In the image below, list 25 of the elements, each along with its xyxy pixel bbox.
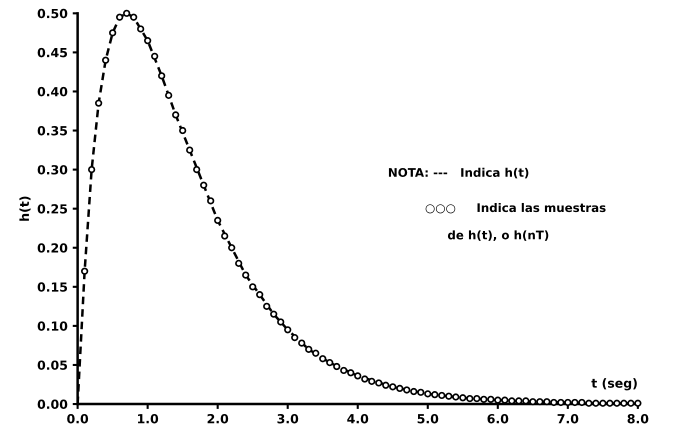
y-tick-label: 0.40 bbox=[38, 86, 68, 96]
x-axis-title: t (seg) bbox=[591, 378, 637, 390]
x-tick-label: 8.0 bbox=[628, 414, 648, 424]
y-tick-label: 0.20 bbox=[38, 243, 68, 253]
y-tick-label: 0.45 bbox=[38, 48, 68, 58]
y-tick-label: 0.50 bbox=[38, 8, 68, 18]
x-tick-label: 1.0 bbox=[138, 414, 158, 424]
y-tick-label: 0.25 bbox=[38, 204, 68, 214]
annotation: de h(t), o h(nT) bbox=[448, 230, 548, 241]
y-tick-label: 0.05 bbox=[38, 360, 68, 370]
y-tick-label: 0.35 bbox=[38, 126, 68, 136]
y-tick-label: 0.10 bbox=[38, 321, 68, 331]
x-tick-label: 3.0 bbox=[277, 414, 298, 424]
x-tick-label: 4.0 bbox=[347, 414, 368, 424]
y-tick-label: 0.00 bbox=[38, 400, 68, 409]
annotation: ○○○ Indica las muestras bbox=[426, 202, 606, 214]
x-tick-label: 0.0 bbox=[67, 414, 88, 424]
x-tick-label: 7.0 bbox=[558, 414, 578, 424]
annotation: NOTA: --- Indica h(t) bbox=[388, 168, 528, 178]
y-axis-title: h(t) bbox=[19, 196, 31, 221]
x-tick-label: 2.0 bbox=[208, 414, 228, 424]
y-tick-label: 0.30 bbox=[38, 165, 68, 175]
y-tick-label: 0.15 bbox=[38, 282, 68, 292]
x-tick-label: 6.0 bbox=[488, 414, 508, 424]
x-tick-label: 5.0 bbox=[418, 414, 438, 424]
